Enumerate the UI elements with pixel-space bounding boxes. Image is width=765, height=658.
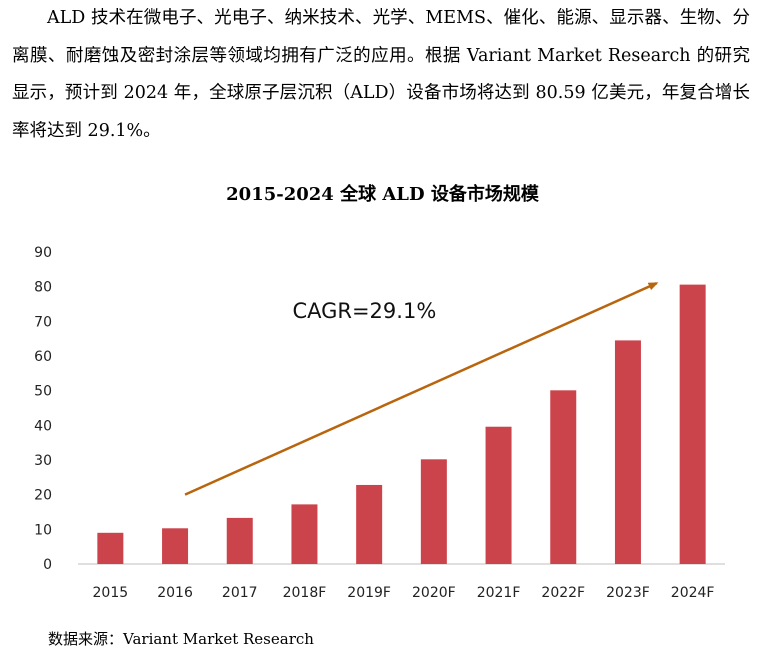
- bar-2015: [97, 532, 124, 564]
- bar-2020f: [420, 459, 447, 564]
- y-tick-label: 20: [34, 488, 52, 504]
- x-tick-label: 2020F: [412, 585, 456, 601]
- y-tick-label: 90: [34, 245, 52, 261]
- bar-2019f: [356, 484, 383, 564]
- chart-title: 2015-2024 全球 ALD 设备市场规模: [226, 184, 539, 205]
- x-tick-label: 2015: [93, 585, 129, 601]
- x-tick-label: 2023F: [606, 585, 650, 601]
- bar-2023f: [614, 340, 641, 564]
- y-tick-label: 80: [34, 280, 52, 296]
- x-tick-label: 2021F: [477, 585, 521, 601]
- bar-2024f: [679, 284, 706, 564]
- y-tick-label: 0: [43, 557, 52, 573]
- y-tick-label: 10: [34, 522, 52, 538]
- bar-2017: [226, 517, 253, 564]
- source-note: 数据来源：Variant Market Research: [48, 630, 314, 648]
- x-tick-label: 2024F: [671, 585, 715, 601]
- x-tick-label: 2018F: [283, 585, 327, 601]
- bar-2021f: [485, 426, 512, 564]
- bar-2022f: [550, 390, 577, 564]
- y-tick-label: 50: [34, 384, 52, 400]
- y-axis-ticks: 0 10 20 30 40 50 60 70 80 90: [34, 245, 52, 573]
- x-axis-labels: 2015 2016 2017 2018F 2019F 2020F 2021F 2022F 202…: [93, 585, 715, 601]
- bars: [97, 284, 706, 564]
- cagr-label: CAGR=29.1%: [292, 299, 436, 323]
- bar-2018f: [291, 504, 318, 564]
- y-tick-label: 60: [34, 349, 52, 365]
- cagr-arrow: [184, 282, 659, 496]
- x-tick-label: 2019F: [347, 585, 391, 601]
- x-tick-label: 2017: [222, 585, 258, 601]
- y-tick-label: 30: [34, 453, 52, 469]
- x-tick-label: 2022F: [541, 585, 585, 601]
- x-tick-label: 2016: [157, 585, 193, 601]
- y-tick-label: 40: [34, 418, 52, 434]
- intro-paragraph: ALD 技术在微电子、光电子、纳米技术、光学、MEMS、催化、能源、显示器、生物…: [12, 8, 750, 141]
- y-tick-label: 70: [34, 314, 52, 330]
- bar-2016: [162, 528, 189, 564]
